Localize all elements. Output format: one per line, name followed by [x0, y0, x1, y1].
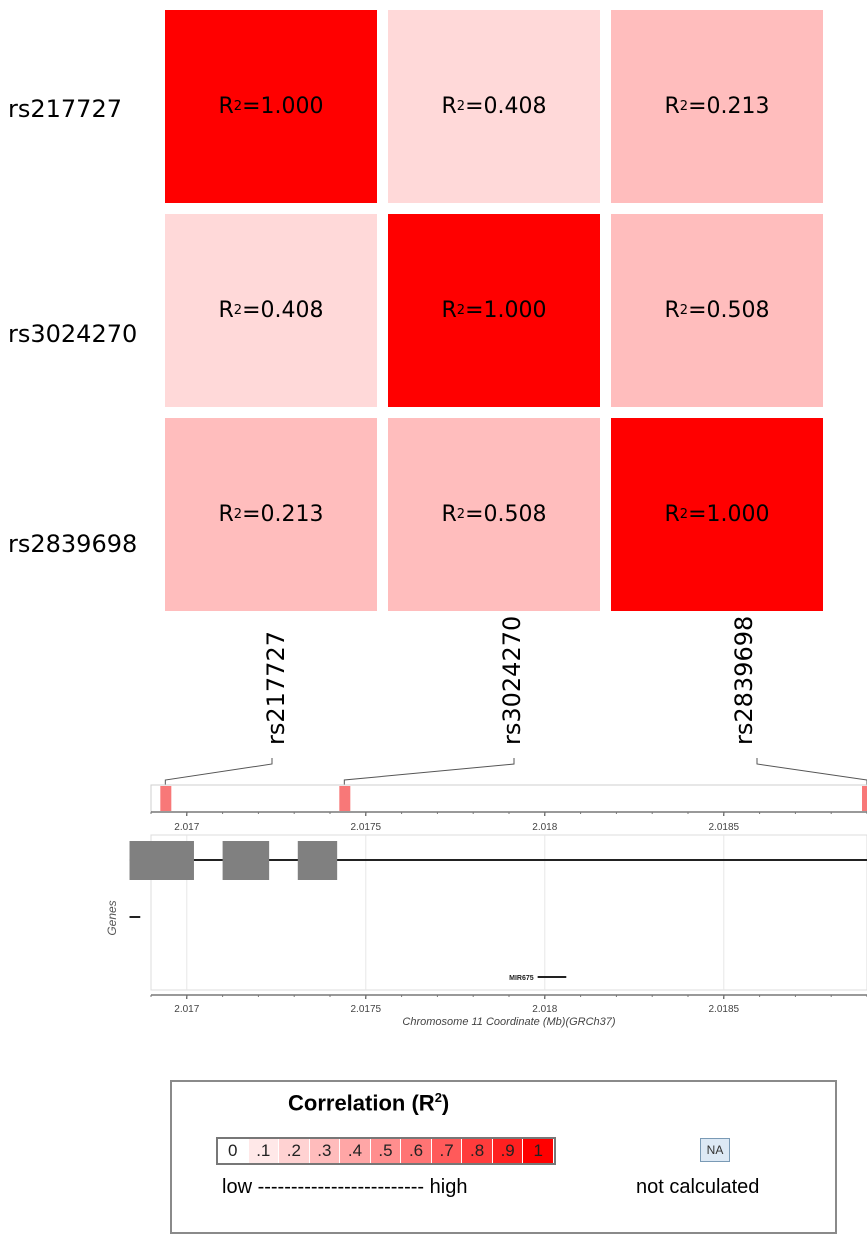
- cell-r2-sup: 2: [679, 303, 689, 318]
- row-label: rs2839698: [8, 530, 138, 558]
- gene-models: MIR675: [129, 841, 867, 982]
- heatmap-cell: R 2 =1.000: [165, 10, 377, 203]
- cell-r2-sup: 2: [456, 507, 466, 522]
- mir675-label: MIR675: [509, 975, 534, 982]
- tick-label: 2.018: [532, 822, 557, 833]
- cell-r2-sup: 2: [233, 507, 243, 522]
- scale-cell: .2: [279, 1139, 310, 1163]
- cell-r2-sup: 2: [679, 99, 689, 114]
- gene-exon: [129, 841, 194, 880]
- column-label: rs3024270: [498, 615, 526, 745]
- scale-cell: 0: [218, 1139, 249, 1163]
- cell-value: =1.000: [242, 94, 324, 119]
- scale-cell: .7: [431, 1139, 463, 1163]
- cell-value: =0.213: [242, 502, 324, 527]
- snp-markers: [160, 786, 867, 811]
- cell-r2-prefix: R: [218, 94, 234, 119]
- cell-value: =1.000: [688, 502, 770, 527]
- cell-r2-sup: 2: [456, 303, 466, 318]
- tick-label: 2.0175: [351, 1004, 382, 1015]
- scale-cell: .3: [309, 1139, 341, 1163]
- x-axis-title: Chromosome 11 Coordinate (Mb)(GRCh37): [402, 1016, 615, 1028]
- column-label: rs217727: [262, 631, 290, 745]
- cell-value: =0.508: [465, 502, 547, 527]
- cell-value: =0.213: [688, 94, 770, 119]
- low-high-label: low ------------------------- high: [222, 1176, 468, 1198]
- gene-exon: [222, 841, 270, 880]
- gene-exon: [297, 841, 338, 880]
- heatmap-cell: R 2 =0.508: [611, 214, 823, 407]
- heatmap-cell: R 2 =0.408: [165, 214, 377, 407]
- tick-label: 2.0185: [709, 1004, 740, 1015]
- snp-strip: [150, 784, 867, 813]
- cell-value: =0.408: [242, 298, 324, 323]
- heatmap-cell: R 2 =0.213: [611, 10, 823, 203]
- row-label: rs3024270: [8, 320, 138, 348]
- heatmap-cell: R 2 =1.000: [611, 418, 823, 611]
- cell-r2-sup: 2: [456, 99, 466, 114]
- scale-cell: .9: [492, 1139, 524, 1163]
- not-calculated-label: not calculated: [636, 1176, 760, 1198]
- heatmap-cell: R 2 =0.213: [165, 418, 377, 611]
- connector-line: [756, 758, 867, 785]
- heatmap-cell: R 2 =1.000: [388, 214, 600, 407]
- cell-r2-prefix: R: [218, 502, 234, 527]
- tick-label: 2.0185: [709, 822, 740, 833]
- cell-r2-prefix: R: [664, 94, 680, 119]
- tick-label: 2.018: [532, 1004, 557, 1015]
- top-axis-ticks: 2.017 2.0175 2.018 2.0185: [150, 812, 867, 833]
- scale-cell: .8: [462, 1139, 493, 1163]
- scale-cell: .4: [340, 1139, 371, 1163]
- scale-cell: .6: [401, 1139, 432, 1163]
- heatmap-cell: R 2 =0.408: [388, 10, 600, 203]
- snp-marker: [862, 786, 867, 811]
- cell-r2-sup: 2: [679, 507, 689, 522]
- row-label: rs217727: [8, 95, 122, 123]
- cell-value: =0.408: [465, 94, 547, 119]
- snp-marker: [339, 786, 351, 811]
- snp-connectors: [164, 758, 867, 785]
- heatmap-cell: R 2 =0.508: [388, 418, 600, 611]
- cell-r2-sup: 2: [233, 99, 243, 114]
- scale-cell: .1: [248, 1139, 280, 1163]
- genomic-track: 2.017 2.0175 2.018 2.0185 MIR675 Genes 2.01…: [105, 758, 867, 1028]
- cell-r2-prefix: R: [441, 502, 457, 527]
- cell-r2-prefix: R: [664, 502, 680, 527]
- cell-r2-prefix: R: [218, 298, 234, 323]
- bottom-axis-ticks: 2.017 2.0175 2.018 2.0185: [150, 995, 867, 1015]
- scale-cell: .5: [370, 1139, 402, 1163]
- cell-r2-prefix: R: [441, 94, 457, 119]
- cell-value: =1.000: [465, 298, 547, 323]
- cell-r2-prefix: R: [664, 298, 680, 323]
- column-label: rs2839698: [730, 615, 758, 745]
- cell-r2-sup: 2: [233, 303, 243, 318]
- tick-label: 2.017: [174, 822, 199, 833]
- legend-title: Correlation (R2): [288, 1090, 450, 1116]
- color-scale: 0.1.2.3.4.5.6.7.8.9 1: [216, 1137, 556, 1165]
- cell-value: =0.508: [688, 298, 770, 323]
- scale-cell: 1: [523, 1139, 554, 1163]
- legend: Correlation (R2) 0.1.2.3.4.5.6.7.8.9 1 lo…: [170, 1080, 837, 1234]
- snp-marker: [160, 786, 172, 811]
- tick-label: 2.0175: [351, 822, 382, 833]
- connector-line: [164, 758, 273, 785]
- genes-axis-label: Genes: [105, 900, 119, 935]
- tick-label: 2.017: [174, 1004, 199, 1015]
- cell-r2-prefix: R: [441, 298, 457, 323]
- connector-line: [343, 758, 515, 785]
- na-swatch: NA: [700, 1138, 730, 1162]
